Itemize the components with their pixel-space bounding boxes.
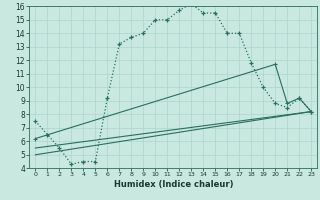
X-axis label: Humidex (Indice chaleur): Humidex (Indice chaleur) — [114, 180, 233, 189]
